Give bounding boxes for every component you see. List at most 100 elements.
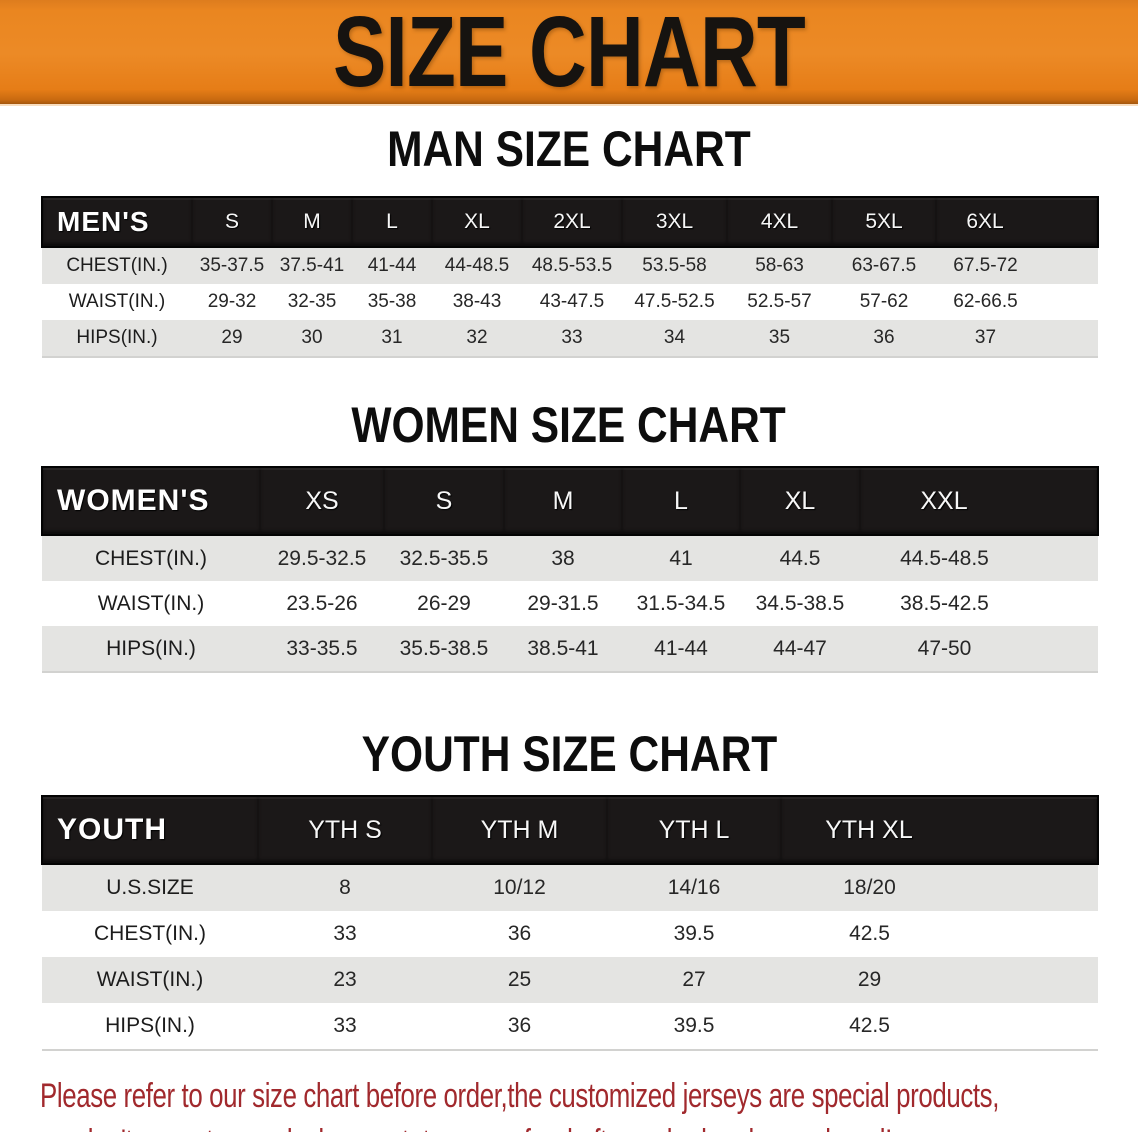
table-cell: 43-47.5 (539, 291, 605, 312)
women-size-chart-heading-text: WOMEN SIZE CHART (351, 397, 787, 453)
table-cell: 32 (466, 327, 488, 348)
table-header-row: YOUTH YTH S YTH M YTH L YTH XL (42, 796, 1098, 864)
size-header-cell: S (384, 467, 504, 535)
size-header-cell: XS (260, 467, 384, 535)
table-cell: 34 (663, 327, 686, 348)
table-cell: 32.5-35.5 (399, 546, 489, 570)
table-cell: 35 (768, 327, 791, 348)
table-row: U.S.SIZE 8 10/12 14/16 18/20 (42, 864, 1098, 911)
table-cell: 29 (857, 968, 882, 991)
men-size-table: MEN'S S M L XL 2XL 3XL 4XL 5XL 6XL CHEST(IN.) 35-37… (41, 196, 1099, 358)
size-header-cell: L (622, 467, 740, 535)
youth-size-chart-heading-text: YOUTH SIZE CHART (361, 726, 777, 782)
table-cell: 52.5-57 (747, 291, 812, 312)
table-cell: 58-63 (755, 255, 804, 276)
size-header-cell: M (504, 467, 622, 535)
table-cell: 31.5-34.5 (636, 591, 726, 615)
size-header-cell: 2XL (522, 197, 622, 247)
table-row: HIPS(IN.) 29 30 31 32 33 34 35 36 37 (42, 320, 1098, 357)
size-header-cell: 3XL (622, 197, 727, 247)
table-cell: 35-37.5 (199, 255, 265, 276)
table-row: WAIST(IN.) 29-32 32-35 35-38 38-43 43-47.5 47.… (42, 284, 1098, 320)
table-cell: 42.5 (849, 1014, 890, 1037)
table-cell: 44.5-48.5 (900, 546, 989, 570)
table-cell: 36 (507, 922, 532, 945)
table-title-cell: WOMEN'S (42, 467, 260, 535)
row-label: WAIST(IN.) (97, 591, 205, 615)
table-cell: 38.5-41 (527, 636, 599, 660)
table-cell: 33 (561, 327, 583, 348)
table-cell: 38 (551, 546, 575, 570)
table-cell: 29.5-32.5 (277, 546, 367, 570)
table-cell: 34.5-38.5 (755, 591, 845, 615)
youth-size-table: YOUTH YTH S YTH M YTH L YTH XL U.S.SIZE 8 10/12… (41, 795, 1099, 1051)
table-cell: 42.5 (849, 922, 890, 945)
table-row: HIPS(IN.) 33-35.5 35.5-38.5 38.5-41 41-44 44-… (42, 626, 1098, 672)
size-header-cell: L (352, 197, 432, 247)
table-row: HIPS(IN.) 33 36 39.5 42.5 (42, 1003, 1098, 1050)
row-label: CHEST(IN.) (66, 255, 168, 276)
table-cell: 47.5-52.5 (634, 291, 715, 312)
size-header-cell: YTH XL (781, 796, 1098, 864)
size-header-cell: 6XL (936, 197, 1098, 247)
table-cell: 38.5-42.5 (900, 591, 989, 615)
table-row: CHEST(IN.) 35-37.5 37.5-41 41-44 44-48.5 48.5… (42, 247, 1098, 284)
table-cell: 57-62 (859, 291, 909, 312)
row-label: U.S.SIZE (106, 876, 194, 899)
table-cell: 44.5 (779, 546, 821, 570)
size-header-cell: YTH S (258, 796, 432, 864)
table-cell: 41 (669, 546, 693, 570)
table-cell: 53.5-58 (642, 255, 707, 276)
row-label: CHEST(IN.) (94, 922, 206, 945)
youth-size-chart-heading: YOUTH SIZE CHART (0, 723, 1138, 785)
size-header-cell: YTH L (607, 796, 781, 864)
table-cell: 8 (339, 876, 351, 899)
table-cell: 41-44 (654, 636, 708, 660)
disclaimer-line-1: Please refer to our size chart before or… (40, 1077, 1000, 1115)
table-cell: 36 (873, 327, 895, 348)
table-cell: 47-50 (917, 636, 972, 660)
disclaimer: Please refer to our size chart before or… (40, 1073, 1138, 1132)
table-cell: 67.5-72 (953, 255, 1018, 276)
table-header-row: WOMEN'S XS S M L XL XXL (42, 467, 1098, 535)
table-cell: 37 (974, 327, 997, 348)
size-header-cell: XL (740, 467, 860, 535)
size-header-cell: M (272, 197, 352, 247)
disclaimer-line-2: we don't accept cancel, change, teturn o… (40, 1119, 892, 1132)
table-row: WAIST(IN.) 23.5-26 26-29 29-31.5 31.5-34.5 34… (42, 581, 1098, 626)
table-cell: 44-48.5 (444, 255, 510, 276)
table-cell: 27 (682, 968, 706, 991)
table-cell: 31 (381, 327, 403, 348)
table-row: CHEST(IN.) 33 36 39.5 42.5 (42, 911, 1098, 957)
table-cell: 41-44 (367, 255, 417, 276)
table-cell: 29-31.5 (527, 591, 599, 615)
row-label: HIPS(IN.) (76, 327, 158, 348)
table-cell: 30 (301, 327, 323, 348)
table-cell: 29-32 (207, 291, 257, 312)
size-header-cell: YTH M (432, 796, 607, 864)
table-cell: 35.5-38.5 (399, 636, 489, 660)
women-size-chart-heading: WOMEN SIZE CHART (0, 394, 1138, 456)
man-size-chart-heading-text: MAN SIZE CHART (387, 121, 751, 177)
table-row: WAIST(IN.) 23 25 27 29 (42, 957, 1098, 1003)
table-cell: 37.5-41 (279, 255, 345, 276)
table-cell: 48.5-53.5 (531, 255, 613, 276)
table-cell: 10/12 (493, 876, 546, 899)
table-cell: 36 (507, 1014, 532, 1037)
row-label: WAIST(IN.) (96, 968, 204, 991)
table-cell: 33 (333, 922, 357, 945)
size-header-cell: XL (432, 197, 522, 247)
table-cell: 23 (333, 968, 357, 991)
table-cell: 29 (221, 327, 243, 348)
row-label: WAIST(IN.) (68, 291, 166, 312)
table-cell: 33-35.5 (286, 636, 358, 660)
table-row: CHEST(IN.) 29.5-32.5 32.5-35.5 38 41 44.5 44.5… (42, 535, 1098, 581)
size-header-cell: XXL (860, 467, 1098, 535)
table-title-cell: MEN'S (42, 197, 192, 247)
size-header-cell: 4XL (727, 197, 832, 247)
table-cell: 62-66.5 (953, 291, 1018, 312)
table-cell: 25 (507, 968, 532, 991)
table-cell: 18/20 (843, 876, 896, 899)
row-label: HIPS(IN.) (105, 1014, 195, 1037)
table-cell: 38-43 (452, 291, 502, 312)
